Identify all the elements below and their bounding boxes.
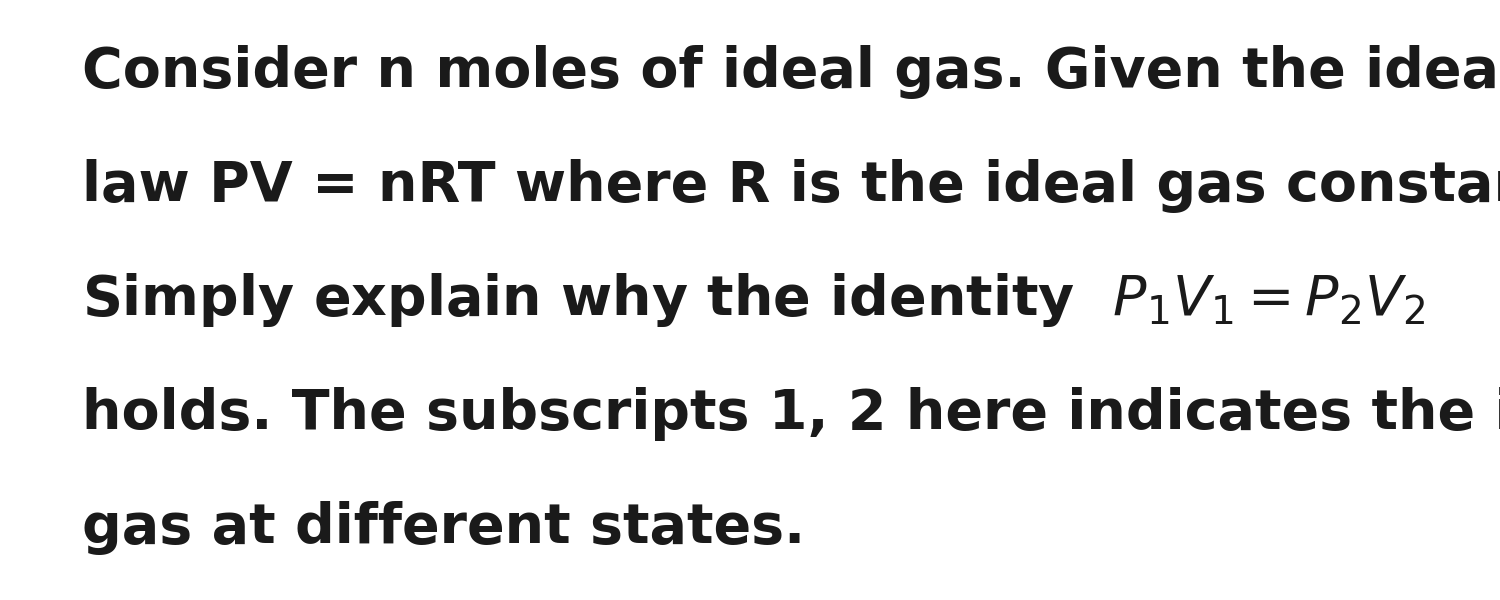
Text: Consider n moles of ideal gas. Given the ideal gas: Consider n moles of ideal gas. Given the…: [82, 45, 1500, 99]
Text: gas at different states.: gas at different states.: [82, 501, 806, 555]
Text: Simply explain why the identity  $P_1V_1 = P_2V_2$: Simply explain why the identity $P_1V_1 …: [82, 271, 1425, 329]
Text: law PV = nRT where R is the ideal gas constant.: law PV = nRT where R is the ideal gas co…: [82, 159, 1500, 213]
Text: holds. The subscripts 1, 2 here indicates the ideal: holds. The subscripts 1, 2 here indicate…: [82, 387, 1500, 441]
